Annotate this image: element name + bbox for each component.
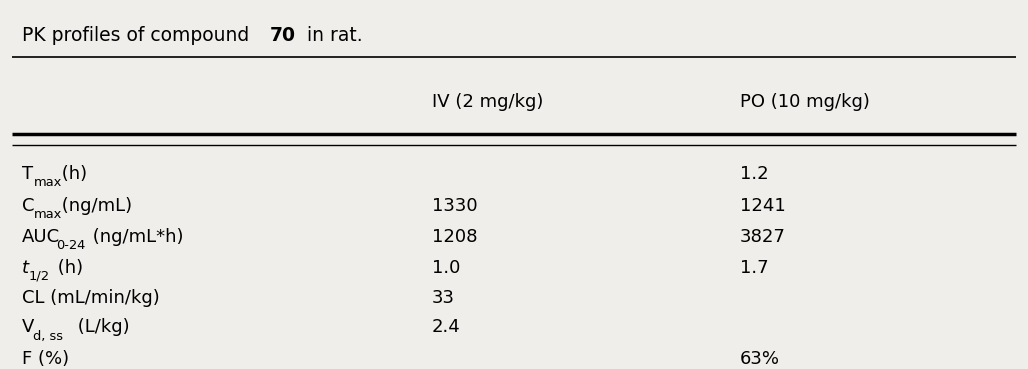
Text: (h): (h) xyxy=(57,165,87,183)
Text: IV (2 mg/kg): IV (2 mg/kg) xyxy=(432,93,544,111)
Text: (h): (h) xyxy=(51,259,83,277)
Text: PO (10 mg/kg): PO (10 mg/kg) xyxy=(739,93,870,111)
Text: 1241: 1241 xyxy=(739,197,785,214)
Text: (L/kg): (L/kg) xyxy=(72,318,130,337)
Text: T: T xyxy=(22,165,33,183)
Text: 63%: 63% xyxy=(739,350,779,368)
Text: d, ss: d, ss xyxy=(33,330,64,342)
Text: 1.0: 1.0 xyxy=(432,259,461,277)
Text: C: C xyxy=(22,197,34,214)
Text: 3827: 3827 xyxy=(739,228,785,246)
Text: t: t xyxy=(22,259,29,277)
Text: 1.2: 1.2 xyxy=(739,165,768,183)
Text: 1/2: 1/2 xyxy=(29,270,49,283)
Text: 1208: 1208 xyxy=(432,228,477,246)
Text: (ng/mL): (ng/mL) xyxy=(57,197,133,214)
Text: V: V xyxy=(22,318,34,337)
Text: 33: 33 xyxy=(432,289,455,307)
Text: 1330: 1330 xyxy=(432,197,478,214)
Text: max: max xyxy=(33,208,62,221)
Text: max: max xyxy=(33,176,62,190)
Text: (ng/mL*h): (ng/mL*h) xyxy=(87,228,184,246)
Text: 70: 70 xyxy=(270,25,296,45)
Text: CL (mL/min/kg): CL (mL/min/kg) xyxy=(22,289,159,307)
Text: in rat.: in rat. xyxy=(301,25,363,45)
Text: PK profiles of compound: PK profiles of compound xyxy=(22,25,255,45)
Text: F (%): F (%) xyxy=(22,350,69,368)
Text: 1.7: 1.7 xyxy=(739,259,768,277)
Text: 0-24: 0-24 xyxy=(57,239,85,252)
Text: AUC: AUC xyxy=(22,228,60,246)
Text: 2.4: 2.4 xyxy=(432,318,461,337)
